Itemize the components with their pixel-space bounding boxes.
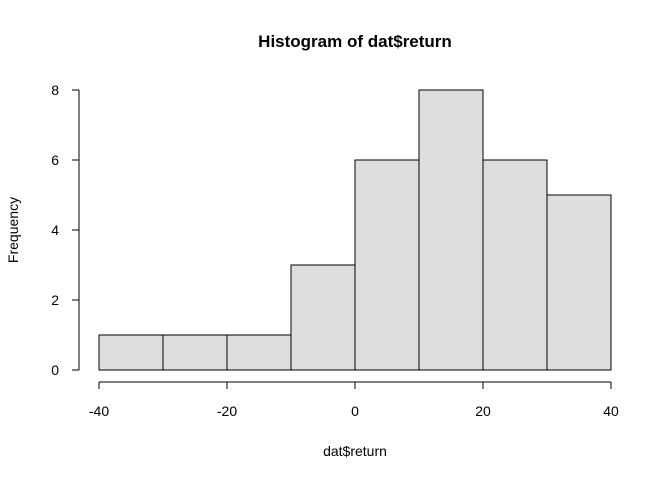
histogram-bar-1 <box>162 334 228 371</box>
y-tick-label: 8 <box>51 82 59 98</box>
y-axis-label: Frequency <box>5 197 21 263</box>
x-axis: -40 -20 0 20 40 <box>89 381 619 419</box>
x-tick-label: 0 <box>351 403 359 419</box>
y-axis: 0 2 4 6 8 <box>51 82 80 378</box>
y-tick-label: 0 <box>51 362 59 378</box>
y-tick-label: 2 <box>51 292 59 308</box>
x-axis-label: dat$return <box>323 443 387 459</box>
bars-group <box>98 89 612 371</box>
chart-title: Histogram of dat$return <box>258 32 452 51</box>
x-tick-label: -40 <box>89 403 109 419</box>
y-tick-label: 4 <box>51 222 59 238</box>
histogram-bar-5 <box>418 89 484 371</box>
x-tick-label: 20 <box>475 403 491 419</box>
histogram-bar-4 <box>354 159 420 371</box>
y-tick-label: 6 <box>51 152 59 168</box>
histogram-bar-2 <box>226 334 292 371</box>
histogram-bar-7 <box>546 194 612 371</box>
x-tick-label: -20 <box>217 403 237 419</box>
histogram-bar-3 <box>290 264 356 371</box>
x-tick-label: 40 <box>603 403 619 419</box>
histogram-bar-0 <box>98 334 164 371</box>
histogram-bar-6 <box>482 159 548 371</box>
